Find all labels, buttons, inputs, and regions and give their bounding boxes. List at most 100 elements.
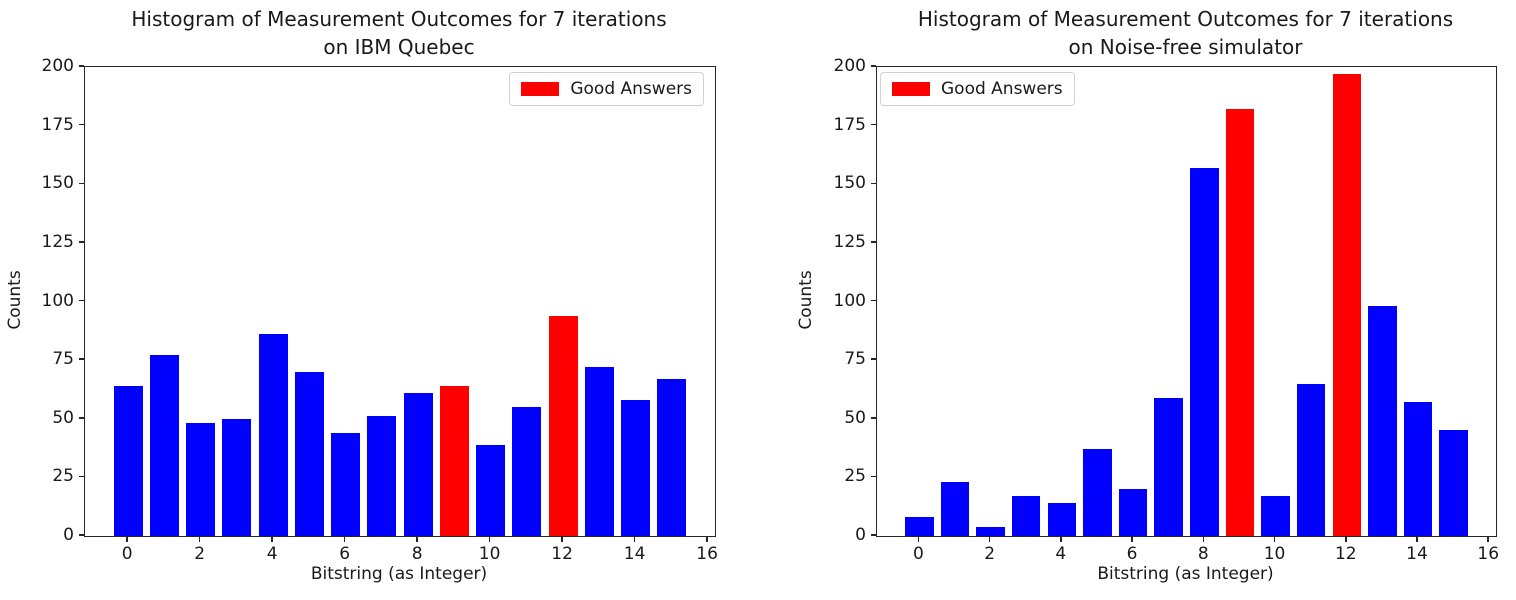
- y-tick-label: 100: [41, 290, 74, 311]
- bar-x8: [1190, 167, 1219, 536]
- y-tick-mark: [871, 241, 876, 243]
- bar-x12-good-answer: [1332, 74, 1361, 536]
- x-tick-mark: [706, 536, 708, 542]
- y-tick-mark: [79, 123, 84, 126]
- y-tick-mark: [871, 475, 876, 478]
- bar-x3: [222, 418, 252, 536]
- y-tick-label: 150: [41, 173, 74, 194]
- y-tick-mark: [79, 65, 84, 67]
- y-tick-mark: [79, 358, 84, 360]
- y-tick-label: 0: [855, 525, 866, 545]
- x-tick-label: 0: [121, 544, 133, 564]
- bar-x11: [1296, 383, 1326, 536]
- bar-x10: [476, 444, 506, 536]
- bar-x12-good-answer: [548, 315, 578, 536]
- y-tick-mark: [79, 299, 84, 302]
- y-tick-label: 0: [63, 525, 74, 545]
- x-tick-label: 6: [339, 544, 351, 564]
- chart-title: Histogram of Measurement Outcomes for 7 …: [84, 5, 714, 61]
- x-tick-mark: [1487, 536, 1489, 542]
- y-tick-label: 75: [52, 349, 74, 370]
- y-tick-mark: [79, 241, 84, 243]
- y-tick-label: 175: [41, 114, 74, 135]
- bar-x5: [294, 371, 324, 536]
- bar-x15: [657, 378, 687, 536]
- bar-x6: [331, 432, 361, 536]
- bar-x9-good-answer: [439, 385, 469, 536]
- x-axis-label: Bitstring (as Integer): [1097, 564, 1274, 584]
- y-tick-mark: [79, 534, 84, 536]
- bar-x1: [940, 482, 970, 536]
- x-tick-label: 4: [266, 544, 278, 564]
- y-tick-mark: [79, 182, 84, 184]
- x-tick-mark: [1202, 536, 1205, 542]
- legend-label: Good Answers: [570, 79, 692, 99]
- bar-x3: [1011, 496, 1041, 536]
- x-tick-mark: [488, 536, 491, 542]
- x-tick-label: 14: [1406, 544, 1428, 564]
- good-answers-swatch: [521, 82, 560, 96]
- bar-x13: [584, 367, 614, 536]
- x-tick-label: 10: [478, 544, 501, 564]
- bar-x14: [621, 400, 651, 536]
- bar-x0: [905, 517, 934, 536]
- x-tick-label: 2: [194, 544, 206, 564]
- x-tick-label: 8: [1197, 544, 1209, 564]
- x-tick-mark: [633, 536, 636, 542]
- x-tick-mark: [126, 536, 128, 542]
- axes-box: [84, 66, 716, 537]
- bar-x6: [1118, 489, 1148, 536]
- x-tick-mark: [1345, 536, 1347, 542]
- x-tick-mark: [271, 536, 273, 542]
- y-tick-label: 200: [833, 56, 866, 76]
- x-tick-label: 0: [912, 544, 924, 564]
- x-tick-label: 12: [1334, 544, 1357, 564]
- y-tick-label: 50: [844, 407, 866, 428]
- x-tick-label: 2: [984, 544, 996, 564]
- chart-title-line1: Histogram of Measurement Outcomes for 7 …: [131, 7, 667, 31]
- bar-x4: [258, 334, 288, 536]
- bar-x14: [1403, 402, 1433, 536]
- chart-title: Histogram of Measurement Outcomes for 7 …: [876, 5, 1495, 61]
- x-tick-mark: [988, 536, 991, 542]
- y-tick-mark: [871, 358, 876, 360]
- x-tick-label: 16: [696, 544, 718, 564]
- bar-x7: [367, 416, 397, 536]
- x-tick-mark: [1273, 536, 1276, 542]
- y-tick-label: 75: [844, 349, 866, 370]
- y-tick-mark: [79, 417, 84, 419]
- legend-label: Good Answers: [941, 79, 1063, 99]
- y-tick-label: 175: [833, 114, 866, 135]
- x-tick-label: 6: [1126, 544, 1138, 564]
- x-tick-label: 4: [1055, 544, 1067, 564]
- legend: Good Answers: [880, 72, 1075, 106]
- x-tick-mark: [1131, 536, 1133, 542]
- x-tick-label: 8: [411, 544, 423, 564]
- bar-x0: [113, 385, 143, 536]
- y-tick-mark: [871, 299, 876, 302]
- x-tick-label: 14: [623, 544, 646, 564]
- y-tick-label: 150: [833, 173, 866, 194]
- x-tick-mark: [1416, 536, 1418, 542]
- y-tick-mark: [871, 65, 876, 67]
- y-tick-label: 125: [833, 231, 866, 252]
- x-tick-mark: [198, 536, 201, 542]
- x-tick-mark: [416, 536, 418, 542]
- y-tick-mark: [79, 475, 84, 478]
- x-tick-mark: [1060, 536, 1062, 542]
- axes-box: [876, 66, 1497, 537]
- y-tick-label: 50: [52, 407, 74, 428]
- bar-x8: [403, 392, 433, 536]
- y-tick-mark: [871, 182, 876, 184]
- x-axis-label: Bitstring (as Integer): [310, 564, 488, 584]
- bar-x2: [976, 526, 1005, 536]
- x-tick-label: 10: [1263, 544, 1286, 564]
- chart-title-line2: on Noise-free simulator: [1068, 35, 1303, 59]
- y-tick-label: 200: [41, 56, 74, 76]
- x-tick-label: 16: [1477, 544, 1500, 564]
- bar-x15: [1439, 430, 1468, 536]
- bar-x4: [1047, 503, 1077, 536]
- y-tick-mark: [871, 534, 876, 536]
- x-tick-mark: [917, 536, 920, 542]
- bar-x11: [512, 407, 542, 536]
